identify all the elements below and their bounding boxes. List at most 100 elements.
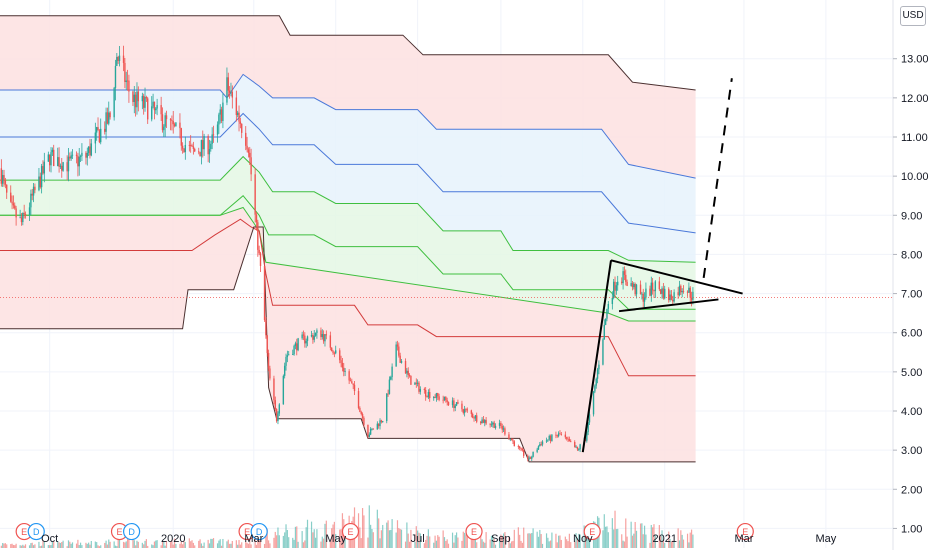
volume-bar bbox=[680, 530, 682, 548]
volume-bar bbox=[340, 529, 342, 548]
candle-body bbox=[202, 140, 204, 150]
band-line bbox=[0, 218, 696, 377]
candle-body bbox=[47, 154, 50, 162]
volume-bar bbox=[587, 533, 589, 548]
volume-bar bbox=[108, 539, 110, 548]
volume-bar bbox=[125, 541, 127, 548]
candle-body bbox=[500, 422, 502, 427]
volume-bar bbox=[329, 541, 331, 548]
candle-body bbox=[595, 378, 597, 386]
candle-body bbox=[661, 288, 663, 294]
candle-body bbox=[142, 95, 145, 108]
y-tick-label: 13.00 bbox=[901, 54, 929, 66]
volume-bar bbox=[124, 542, 126, 548]
candle-body bbox=[466, 409, 469, 411]
y-tick-label: 12.00 bbox=[901, 93, 929, 105]
volume-bar bbox=[259, 536, 262, 548]
volume-bar bbox=[32, 545, 35, 548]
band-line bbox=[0, 226, 696, 463]
candle-body bbox=[122, 55, 125, 63]
candle-body bbox=[200, 140, 203, 157]
volume-bar bbox=[625, 518, 627, 548]
volume-bar bbox=[583, 525, 585, 548]
candle-body bbox=[528, 457, 530, 460]
earnings-marker[interactable]: E bbox=[465, 522, 483, 541]
volume-bar bbox=[77, 539, 79, 548]
volume-bar bbox=[105, 540, 107, 548]
volume-bar bbox=[558, 535, 560, 548]
volume-bar bbox=[164, 545, 166, 548]
candle-body bbox=[523, 450, 525, 456]
volume-bar bbox=[296, 526, 298, 548]
volume-bar bbox=[238, 539, 240, 548]
volume-bar bbox=[153, 541, 156, 548]
volume-bar bbox=[316, 529, 318, 548]
earnings-marker[interactable]: E bbox=[238, 522, 256, 541]
candle-body bbox=[690, 297, 693, 300]
volume-bar bbox=[466, 535, 468, 548]
volume-bar bbox=[387, 520, 389, 548]
dividend-marker[interactable]: D bbox=[27, 522, 45, 541]
volume-bar bbox=[199, 539, 201, 548]
candle-body bbox=[371, 428, 373, 430]
volume-bar bbox=[230, 543, 232, 548]
y-tick-label: 8.00 bbox=[901, 249, 922, 261]
candle-body bbox=[434, 396, 436, 398]
candle-body bbox=[57, 157, 59, 167]
candle-body bbox=[245, 132, 247, 146]
volume-bar bbox=[207, 539, 209, 548]
candle-body bbox=[492, 422, 494, 425]
candle-body bbox=[570, 441, 572, 443]
candle-body bbox=[265, 319, 267, 336]
candle-body bbox=[48, 154, 51, 166]
volume-bar bbox=[331, 528, 333, 548]
volume-bar bbox=[241, 542, 243, 548]
candle-body bbox=[75, 154, 78, 157]
volume-bar bbox=[49, 545, 51, 548]
volume-bar bbox=[570, 542, 572, 548]
candle-body bbox=[617, 281, 619, 286]
volume-bar bbox=[90, 540, 92, 548]
candle-body bbox=[359, 407, 361, 412]
currency-badge[interactable]: USD bbox=[900, 6, 926, 26]
candle-body bbox=[6, 184, 8, 193]
dividend-marker[interactable]: D bbox=[250, 522, 268, 541]
candle-body bbox=[677, 292, 679, 296]
volume-bar bbox=[634, 521, 636, 548]
candle-body bbox=[349, 380, 352, 382]
earnings-marker[interactable]: E bbox=[583, 522, 601, 541]
volume-bar bbox=[136, 540, 138, 548]
candle-body bbox=[275, 409, 278, 422]
candle-body bbox=[173, 124, 176, 127]
candle-body bbox=[257, 222, 259, 250]
volume-bar bbox=[247, 543, 250, 548]
dividend-marker[interactable]: D bbox=[123, 522, 141, 541]
candle-body bbox=[461, 403, 463, 410]
candle-body bbox=[297, 338, 299, 351]
volume-bar bbox=[603, 514, 605, 548]
candle-body bbox=[678, 285, 681, 296]
candle-body bbox=[179, 122, 181, 129]
candle-body bbox=[192, 146, 195, 149]
candle-body bbox=[485, 420, 487, 424]
x-tick-label: 2020 bbox=[161, 533, 185, 545]
volume-bar bbox=[418, 532, 420, 548]
candle-body bbox=[77, 156, 79, 167]
candle-body bbox=[286, 355, 289, 357]
earnings-marker[interactable]: E bbox=[736, 522, 754, 541]
candle-body bbox=[592, 391, 595, 415]
candle-body bbox=[353, 384, 356, 392]
candle-body bbox=[455, 402, 458, 406]
candle-body bbox=[368, 434, 370, 437]
earnings-marker[interactable]: E bbox=[341, 522, 360, 541]
candle-body bbox=[70, 155, 72, 159]
price-bands bbox=[0, 15, 696, 463]
volume-bar bbox=[70, 543, 72, 548]
candle-body bbox=[447, 402, 450, 406]
candle-body bbox=[23, 212, 25, 214]
candle-body bbox=[277, 413, 279, 422]
candle-body bbox=[556, 435, 558, 437]
volume-bar bbox=[30, 543, 32, 548]
volume-bar bbox=[501, 535, 503, 548]
candle-body bbox=[527, 455, 529, 460]
